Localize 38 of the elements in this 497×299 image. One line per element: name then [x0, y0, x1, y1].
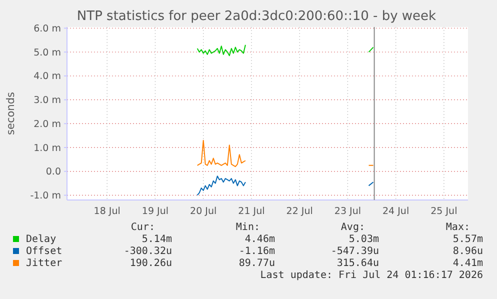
text: Max:	[446, 222, 470, 233]
x-tick-label: 24 Jul	[382, 206, 410, 217]
legend-label: Delay	[26, 234, 56, 245]
text: Avg:	[340, 222, 365, 233]
text: 5.57m	[452, 234, 483, 245]
x-tick-label: 23 Jul	[334, 206, 361, 217]
text: Last update: Fri Jul 24 01:16:17 2026	[260, 270, 483, 281]
legend-label: Jitter	[26, 258, 62, 269]
y-tick-label: 2.0 m	[34, 118, 61, 130]
text: Min:	[236, 222, 260, 233]
text: 4.46m	[244, 234, 275, 245]
text: 190.26u	[130, 258, 172, 269]
text: -547.39u	[330, 246, 379, 257]
x-tick-label: 19 Jul	[142, 206, 169, 217]
y-tick-label: 1.0 m	[34, 142, 61, 154]
x-tick-label: 20 Jul	[190, 206, 217, 217]
x-tick-label: 18 Jul	[94, 206, 120, 217]
text: 89.77u	[238, 258, 275, 269]
chart-title: NTP statistics for peer 2a0d:3dc0:200:60::10 - by week	[76, 9, 437, 24]
y-tick-label: 3.0 m	[34, 95, 61, 106]
text: 8.96u	[452, 246, 483, 257]
text: -1.16m	[238, 246, 275, 257]
y-tick-label: 4.0 m	[34, 71, 61, 82]
legend-label: Offset	[26, 246, 62, 257]
text: Cur:	[130, 222, 155, 233]
text: 315.64u	[336, 258, 379, 269]
y-axis-title: seconds	[5, 92, 17, 135]
y-tick-label: 0.0	[46, 166, 61, 178]
x-tick-label: 22 Jul	[286, 206, 313, 217]
y-tick-label: -1.0 m	[30, 190, 61, 202]
y-tick-label: 6.0 m	[34, 24, 61, 35]
text: 5.14m	[142, 234, 172, 245]
text: -300.32u	[124, 246, 172, 257]
text: 5.03m	[348, 234, 379, 245]
x-tick-label: 25 Jul	[430, 206, 458, 217]
text: 4.41m	[452, 258, 483, 269]
y-tick-label: 5.0 m	[34, 47, 61, 58]
x-tick-label: 21 Jul	[238, 206, 265, 217]
